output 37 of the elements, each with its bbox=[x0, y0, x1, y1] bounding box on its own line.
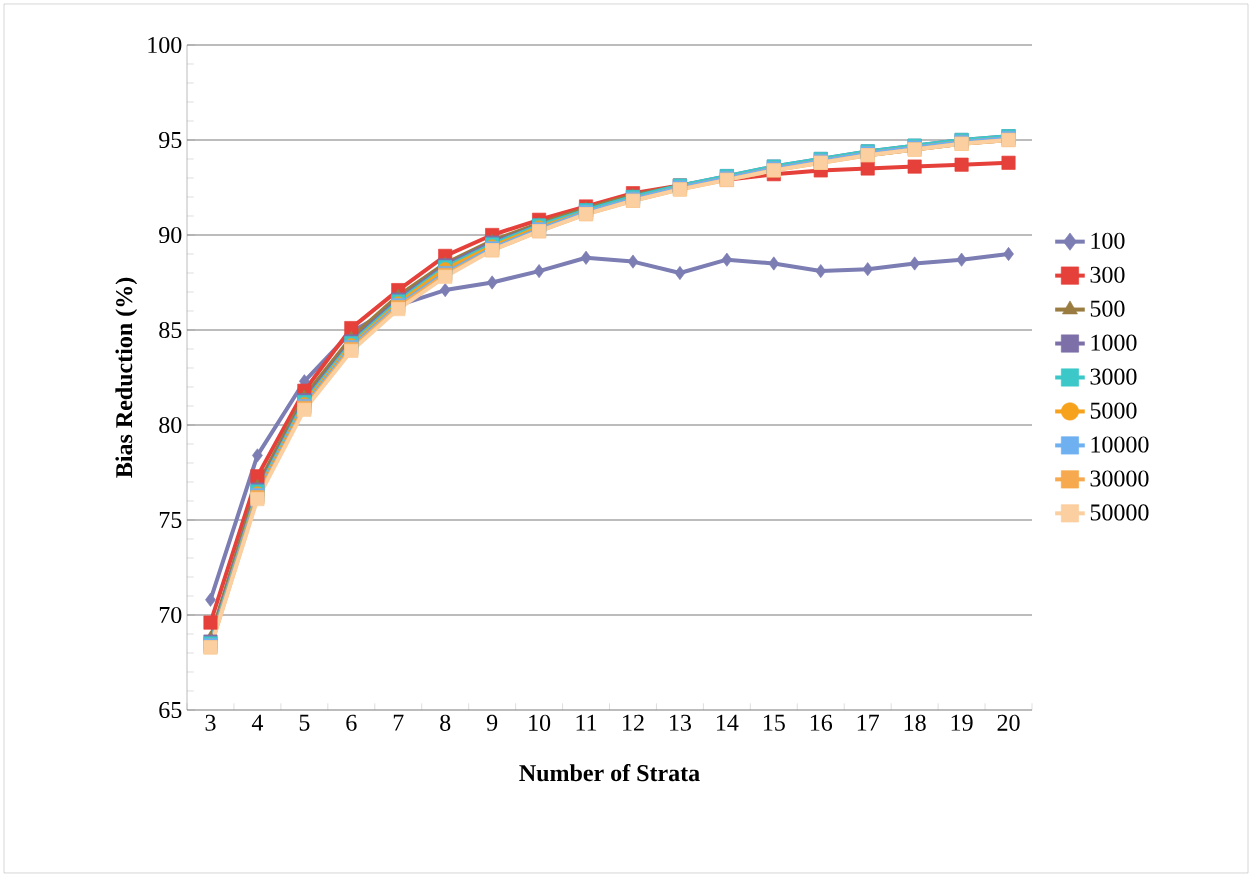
legend-label: 5000 bbox=[1090, 402, 1137, 419]
x-tick-label: 15 bbox=[763, 714, 785, 731]
y-tick-label: 100 bbox=[148, 36, 182, 54]
legend-label: 300 bbox=[1090, 266, 1125, 283]
x-tick-label: 5 bbox=[299, 714, 310, 731]
x-tick-label: 10 bbox=[529, 714, 551, 731]
x-tick-label: 19 bbox=[951, 714, 973, 731]
legend-label: 1000 bbox=[1091, 334, 1137, 351]
y-tick-label: 75 bbox=[159, 512, 182, 528]
x-tick-label: 8 bbox=[440, 714, 451, 731]
x-tick-label: 17 bbox=[857, 714, 880, 731]
legend-label: 50000 bbox=[1090, 504, 1149, 521]
x-tick-label: 12 bbox=[623, 714, 644, 731]
y-axis-title: Bias Reduction (%) bbox=[115, 277, 138, 478]
x-axis-title: Number of Strata bbox=[519, 764, 700, 782]
legend-label: 100 bbox=[1091, 232, 1125, 249]
x-tick-label: 3 bbox=[205, 714, 216, 731]
x-tick-label: 20 bbox=[997, 714, 1020, 731]
y-tick-label: 90 bbox=[159, 226, 182, 244]
x-tick-label: 18 bbox=[904, 714, 926, 731]
y-tick-label: 95 bbox=[159, 131, 182, 149]
legend-label: 10000 bbox=[1091, 436, 1149, 453]
x-tick-label: 4 bbox=[251, 714, 264, 731]
x-tick-label: 13 bbox=[670, 714, 691, 731]
x-tick-label: 16 bbox=[810, 714, 833, 731]
x-tick-label: 7 bbox=[393, 714, 404, 731]
x-tick-label: 11 bbox=[576, 714, 597, 731]
y-tick-label: 70 bbox=[159, 606, 182, 624]
legend-label: 3000 bbox=[1090, 368, 1137, 385]
x-tick-label: 6 bbox=[346, 714, 357, 731]
x-tick-label: 9 bbox=[486, 714, 498, 731]
legend-label: 500 bbox=[1090, 300, 1125, 317]
x-tick-label: 14 bbox=[716, 714, 739, 731]
y-tick-label: 85 bbox=[159, 321, 182, 339]
y-tick-label: 80 bbox=[159, 416, 182, 434]
y-tick-label: 65 bbox=[159, 701, 182, 719]
legend-label: 30000 bbox=[1090, 470, 1149, 487]
